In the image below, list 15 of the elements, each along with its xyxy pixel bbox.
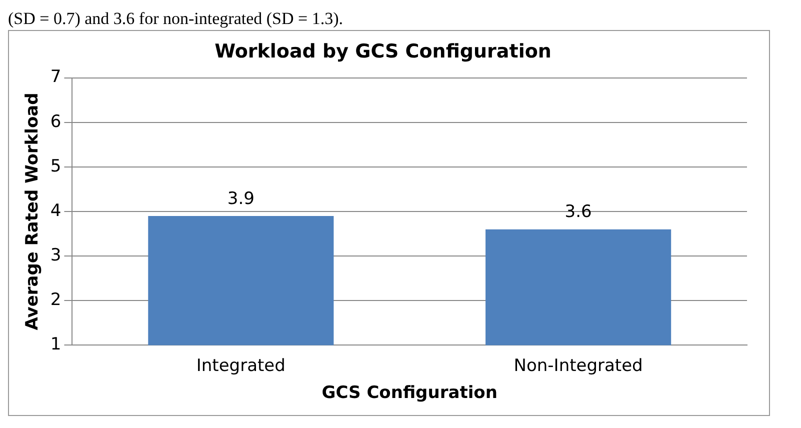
y-axis-title: Average Rated Workload xyxy=(22,92,43,330)
y-tick-label: 1 xyxy=(50,334,62,355)
x-tick-label: Integrated xyxy=(196,356,286,376)
y-tick-label: 5 xyxy=(50,156,62,176)
y-tick-label: 3 xyxy=(50,245,62,266)
data-label: 3.6 xyxy=(564,202,592,222)
y-tick-label: 6 xyxy=(50,112,62,132)
y-tick-label: 7 xyxy=(50,67,62,88)
y-tick-label: 2 xyxy=(50,290,62,310)
x-axis-title: GCS Configuration xyxy=(322,383,498,404)
data-label: 3.9 xyxy=(227,188,254,209)
text: (SD = 0.7) and 3.6 for non-integrated (SD = 1.3). xyxy=(8,8,344,30)
chart-title: Workload by GCS Configuration xyxy=(214,40,552,62)
y-tick-label: 4 xyxy=(50,200,62,221)
x-tick-label: Non-Integrated xyxy=(514,356,643,376)
